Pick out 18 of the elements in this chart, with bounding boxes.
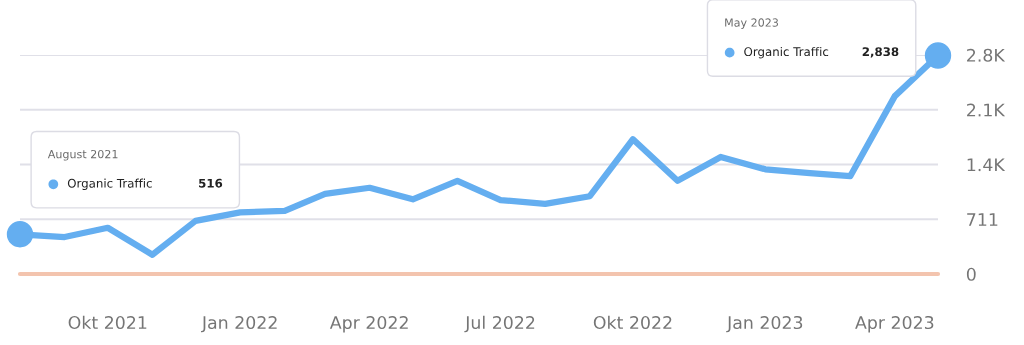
y-tick-label: 2.8K bbox=[967, 48, 1006, 62]
x-tick-label: Apr 2022 bbox=[329, 315, 408, 333]
x-tick-label: Apr 2023 bbox=[855, 315, 934, 333]
annotation: August 2021 bbox=[47, 149, 118, 161]
y-tick-label: 2.1K bbox=[967, 103, 1006, 117]
text: May 2023 bbox=[725, 18, 778, 29]
text: Organic Traffic bbox=[744, 46, 829, 59]
x-tick-label: Jan 2023 bbox=[726, 315, 803, 333]
y-tick-label: 711 bbox=[967, 213, 998, 226]
x-tick-label: Jul 2022 bbox=[464, 315, 535, 333]
y-tick-label: 0 bbox=[966, 267, 976, 281]
annotation: 516 bbox=[199, 178, 223, 188]
x-tick-label: Okt 2022 bbox=[593, 315, 672, 330]
x-tick-label: Okt 2021 bbox=[68, 315, 147, 330]
legend-label: Organic Traffic bbox=[67, 178, 152, 190]
y-tick-label: 1.4K bbox=[967, 158, 1006, 172]
x-tick-label: Jan 2022 bbox=[201, 315, 277, 333]
annotation: 2,838 bbox=[862, 47, 899, 58]
